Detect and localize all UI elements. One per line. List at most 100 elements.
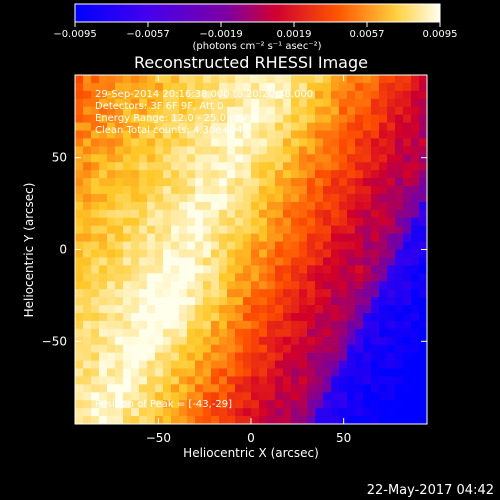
heatmap-cell [275,336,284,346]
heatmap-cell [315,75,324,84]
heatmap-cell [411,209,420,219]
heatmap-cell [403,297,412,306]
heatmap-cell [195,336,204,346]
heatmap-cell [203,217,212,227]
heatmap-cell [355,241,364,251]
heatmap-cell [299,392,308,401]
heatmap-cell [299,98,308,108]
heatmap-cell [83,249,92,259]
heatmap-cell [147,138,156,147]
heatmap-cell [227,257,236,266]
heatmap-cell [355,193,364,203]
heatmap-cell [83,368,92,378]
heatmap-cell [219,328,228,338]
heatmap-cell [347,193,356,203]
heatmap-cell [403,312,412,322]
heatmap-cell [227,249,236,259]
heatmap-cell [379,408,388,417]
heatmap-cell [147,392,156,401]
heatmap-cell [227,376,236,385]
heatmap-cell [315,408,324,417]
heatmap-cell [99,186,108,195]
heatmap-cell [131,75,140,84]
heatmap-cell [115,336,124,346]
heatmap-cell [419,281,427,290]
heatmap-cell [187,320,196,330]
heatmap-cell [107,289,116,298]
heatmap-cell [115,360,124,370]
heatmap-cell [331,368,340,378]
heatmap-cell [171,249,180,259]
heatmap-cell [347,281,356,290]
heatmap-cell [363,114,372,124]
heatmap-cell [363,312,372,322]
heatmap-cell [99,225,108,235]
heatmap-cell [291,265,300,274]
heatmap-cell [171,186,180,195]
heatmap-cell [339,225,348,235]
y-tick-label: −50 [42,334,67,348]
heatmap-cell [107,217,116,227]
heatmap-cell [131,90,140,100]
heatmap-cell [91,257,100,266]
heatmap-cell [315,114,324,124]
heatmap-cell [227,328,236,338]
heatmap-cell [83,90,92,100]
heatmap-cell [123,186,132,195]
heatmap-cell [379,154,388,163]
heatmap-cell [211,281,220,290]
heatmap-cell [243,217,252,227]
heatmap-cell [395,352,404,362]
heatmap-cell [243,305,252,314]
heatmap-cell [339,305,348,314]
heatmap-cell [227,146,236,155]
heatmap-cell [179,241,188,251]
heatmap-cell [107,154,116,163]
heatmap-cell [187,138,196,147]
heatmap-cell [211,106,220,116]
heatmap-cell [147,201,156,211]
heatmap-cell [307,225,316,235]
heatmap-cell [179,154,188,163]
heatmap-cell [235,320,244,330]
heatmap-cell [91,328,100,338]
heatmap-cell [219,400,228,409]
heatmap-cell [179,289,188,298]
heatmap-cell [195,249,204,259]
heatmap-cell [75,154,84,163]
heatmap-cell [395,233,404,243]
heatmap-cell [371,408,380,417]
heatmap-cell [179,416,188,424]
heatmap-cell [211,82,220,92]
heatmap-cell [259,289,268,298]
heatmap-cell [219,312,228,322]
heatmap-cell [419,75,427,84]
heatmap-cell [251,328,260,338]
heatmap-cell [275,376,284,385]
heatmap-cell [347,201,356,211]
heatmap-cell [419,400,427,409]
heatmap-cell [139,98,148,108]
heatmap-cell [219,233,228,243]
heatmap-cell [251,400,260,409]
heatmap-cell [355,312,364,322]
heatmap-cell [251,241,260,251]
heatmap-cell [355,154,364,163]
heatmap-cell [131,305,140,314]
heatmap-cell [155,352,164,362]
heatmap-cell [323,376,332,385]
heatmap-cell [307,201,316,211]
heatmap-cell [227,320,236,330]
heatmap-cell [419,193,427,203]
heatmap-cell [83,233,92,243]
heatmap-cell [387,249,396,259]
heatmap-cell [411,352,420,362]
heatmap-cell [387,82,396,92]
heatmap-cell [411,162,420,171]
heatmap-cell [403,146,412,155]
heatmap-cell [163,90,172,100]
heatmap-cell [259,178,268,187]
heatmap-cell [107,360,116,370]
heatmap-cell [163,249,172,259]
heatmap-cell [187,257,196,266]
